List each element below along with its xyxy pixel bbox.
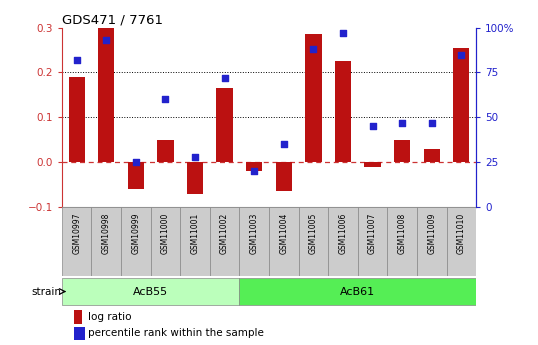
- Text: GSM11000: GSM11000: [161, 213, 170, 254]
- Bar: [187, 162, 203, 194]
- Point: [279, 141, 288, 147]
- Bar: [387, 207, 417, 276]
- Point: [131, 159, 140, 165]
- Bar: [453, 48, 470, 162]
- Point: [339, 30, 348, 36]
- Bar: [364, 162, 381, 167]
- Point: [398, 120, 406, 126]
- Bar: [151, 207, 180, 276]
- Bar: [423, 149, 440, 162]
- Text: GDS471 / 7761: GDS471 / 7761: [62, 13, 163, 27]
- Point: [161, 97, 170, 102]
- Text: log ratio: log ratio: [88, 312, 131, 322]
- Bar: [299, 207, 328, 276]
- Bar: [62, 207, 91, 276]
- Bar: [305, 34, 322, 162]
- Text: GSM10998: GSM10998: [102, 213, 111, 254]
- Text: GSM11004: GSM11004: [279, 213, 288, 254]
- Bar: [128, 162, 144, 189]
- Bar: [246, 162, 263, 171]
- Text: GSM10997: GSM10997: [72, 213, 81, 254]
- Text: GSM11007: GSM11007: [368, 213, 377, 254]
- Bar: [62, 277, 239, 306]
- Point: [457, 52, 465, 57]
- Bar: [74, 310, 82, 324]
- Text: GSM11001: GSM11001: [190, 213, 200, 254]
- Text: GSM11005: GSM11005: [309, 213, 318, 254]
- Bar: [68, 77, 85, 162]
- Bar: [216, 88, 233, 162]
- Point: [427, 120, 436, 126]
- Point: [72, 57, 81, 63]
- Bar: [335, 61, 351, 162]
- Bar: [358, 207, 387, 276]
- Bar: [328, 207, 358, 276]
- Point: [102, 37, 111, 43]
- Text: strain: strain: [32, 287, 62, 296]
- Point: [190, 154, 199, 159]
- Bar: [239, 277, 476, 306]
- Point: [250, 168, 258, 174]
- Text: GSM11009: GSM11009: [427, 213, 436, 254]
- Text: percentile rank within the sample: percentile rank within the sample: [88, 328, 264, 338]
- Point: [220, 75, 229, 81]
- Bar: [210, 207, 239, 276]
- Bar: [157, 140, 174, 162]
- Text: GSM11003: GSM11003: [250, 213, 259, 254]
- Text: AcB55: AcB55: [133, 287, 168, 296]
- Bar: [239, 207, 269, 276]
- Bar: [74, 327, 85, 340]
- Bar: [447, 207, 476, 276]
- Bar: [417, 207, 447, 276]
- Text: GSM11002: GSM11002: [220, 213, 229, 254]
- Bar: [121, 207, 151, 276]
- Bar: [91, 207, 121, 276]
- Text: GSM10999: GSM10999: [131, 213, 140, 254]
- Bar: [98, 28, 115, 162]
- Text: GSM11008: GSM11008: [398, 213, 407, 254]
- Text: GSM11010: GSM11010: [457, 213, 466, 254]
- Bar: [275, 162, 292, 191]
- Bar: [394, 140, 410, 162]
- Bar: [180, 207, 210, 276]
- Point: [309, 46, 317, 52]
- Text: AcB61: AcB61: [340, 287, 376, 296]
- Bar: [269, 207, 299, 276]
- Point: [368, 124, 377, 129]
- Text: GSM11006: GSM11006: [338, 213, 348, 254]
